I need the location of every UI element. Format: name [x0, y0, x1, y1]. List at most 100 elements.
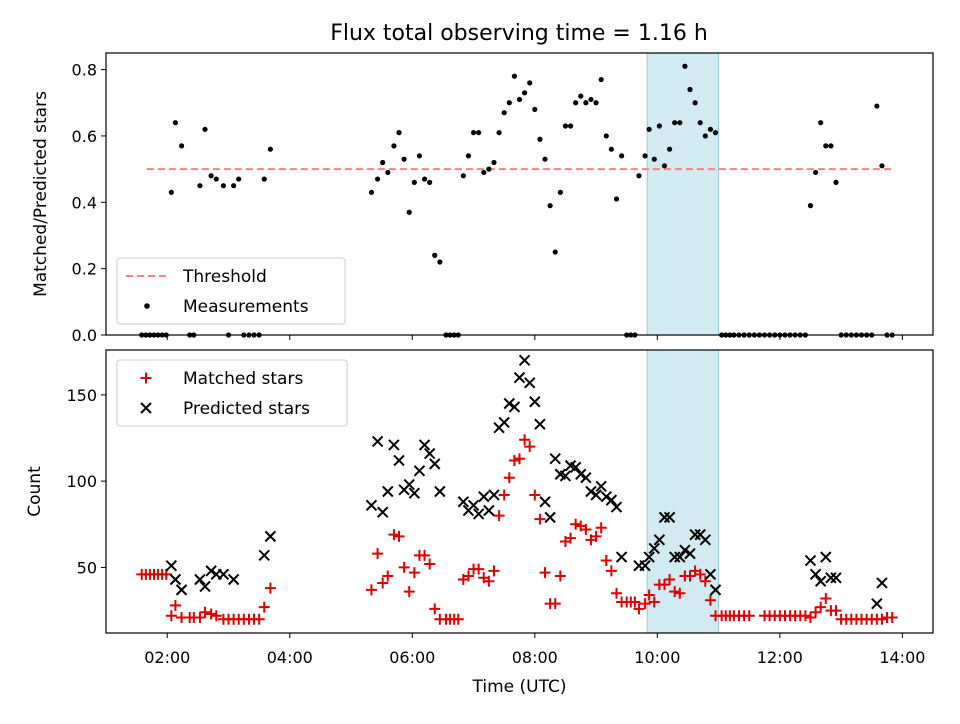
measurement-point — [642, 153, 648, 159]
measurement-point — [231, 183, 237, 189]
measurement-point — [557, 189, 563, 195]
count-axes-frame — [105, 349, 934, 634]
predicted-point — [809, 568, 822, 581]
matched-point — [549, 598, 561, 610]
x-tick-label: 14:00 — [879, 648, 925, 667]
predicted-point — [648, 542, 660, 555]
measurement-point — [593, 100, 599, 106]
matched-point — [570, 518, 582, 530]
ratio-x-ticks — [166, 335, 903, 340]
matched-point — [169, 599, 181, 611]
predicted-point — [393, 454, 405, 467]
measurement-point — [486, 166, 492, 172]
measurement-point — [562, 123, 569, 129]
matched-point — [534, 513, 546, 525]
predicted-point — [871, 597, 883, 610]
predicted-point — [524, 377, 536, 389]
predicted-point — [413, 465, 426, 477]
measurement-point — [578, 93, 584, 99]
measurement-point — [542, 156, 548, 162]
measurement-point — [406, 209, 412, 215]
measurement-point — [220, 183, 227, 189]
predicted-point — [483, 504, 495, 517]
count-legend: Matched stars Predicted stars — [116, 359, 348, 427]
matched-point — [382, 570, 394, 582]
measurement-point — [491, 159, 497, 166]
matched-point — [488, 565, 500, 577]
predicted-point — [610, 501, 623, 513]
measurement-point — [818, 120, 824, 126]
x-tick-label: 02:00 — [144, 648, 190, 667]
measurement-point — [496, 130, 502, 136]
predicted-point — [429, 458, 441, 470]
legend-predicted-label: Predicted stars — [183, 399, 310, 419]
predicted-point — [258, 549, 270, 562]
matched-point — [483, 575, 495, 587]
measurement-point — [501, 110, 507, 116]
matched-point — [605, 565, 617, 577]
matched-point — [165, 610, 177, 622]
measurement-point — [833, 179, 839, 185]
ratio-panel: 0.00.20.40.60.8 Matched/Predicted stars … — [31, 52, 934, 345]
matched-point — [539, 567, 551, 579]
predicted-point — [478, 490, 490, 503]
measurement-point — [603, 133, 609, 139]
measurement-point — [437, 259, 443, 265]
count-marks — [136, 354, 898, 625]
measurement-point — [656, 123, 662, 129]
predicted-point — [569, 461, 582, 474]
measurement-point — [465, 153, 472, 159]
highlight-span-top — [646, 52, 719, 336]
measurement-point — [401, 156, 407, 162]
predicted-point — [830, 572, 842, 584]
predicted-point — [498, 416, 510, 429]
measurement-point — [552, 249, 558, 255]
predicted-point — [699, 534, 712, 546]
predicted-point — [457, 496, 470, 508]
measurement-point — [261, 176, 267, 182]
matched-point — [462, 570, 474, 582]
legend-measurements-swatch — [144, 303, 150, 309]
measurement-point — [432, 252, 438, 258]
measurement-point — [613, 196, 620, 202]
measurement-point — [202, 126, 208, 132]
matched-point — [372, 548, 384, 560]
measurement-point — [598, 76, 604, 83]
measurement-point — [707, 126, 714, 132]
predicted-point — [365, 499, 378, 512]
measurement-point — [197, 183, 203, 189]
measurement-point — [807, 203, 814, 209]
predicted-point — [590, 489, 602, 501]
measurement-point — [411, 179, 417, 185]
matched-point — [629, 596, 641, 608]
measurement-point — [712, 130, 719, 136]
predicted-point — [679, 544, 691, 556]
measurement-point — [573, 100, 579, 106]
predicted-point — [559, 470, 572, 482]
matched-point — [498, 489, 510, 501]
measurement-point — [567, 123, 574, 129]
y-tick-label: 0.8 — [72, 61, 97, 80]
predicted-point — [585, 485, 597, 498]
matched-point — [810, 606, 822, 618]
matched-point — [253, 613, 265, 625]
measurement-point — [481, 169, 487, 176]
measurement-point — [618, 153, 625, 159]
matched-point — [377, 577, 389, 589]
measurement-point — [416, 153, 423, 159]
measurement-point — [527, 80, 533, 86]
predicted-point — [549, 453, 561, 465]
measurement-point — [172, 120, 179, 126]
matched-point — [565, 532, 577, 544]
matched-point — [590, 530, 602, 542]
legend-plus-mark — [140, 372, 152, 384]
predicted-point — [529, 396, 541, 408]
measurement-point — [267, 146, 273, 152]
matched-point — [508, 454, 520, 466]
y-tick-label: 0.6 — [72, 127, 97, 146]
predicted-point — [653, 534, 666, 546]
measurement-point — [537, 136, 543, 142]
count-panel: 50 100 150 02:00 04:00 06:00 08:00 10:00 12:00 1… — [25, 349, 934, 697]
matched-point — [799, 610, 811, 622]
matched-point — [503, 472, 515, 484]
